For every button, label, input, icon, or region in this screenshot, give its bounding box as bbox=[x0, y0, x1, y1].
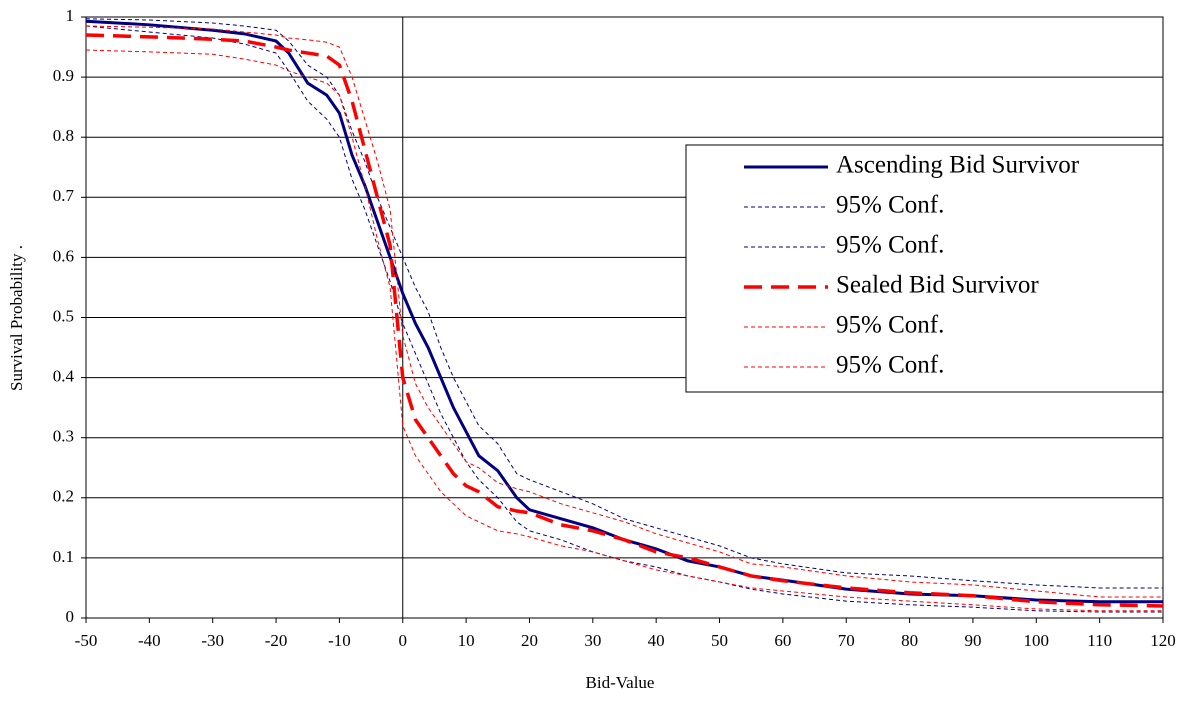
y-tick-label: 0.1 bbox=[53, 547, 74, 566]
legend-label: 95% Conf. bbox=[836, 232, 944, 259]
x-tick-label: -50 bbox=[75, 631, 98, 650]
y-tick-label: 0 bbox=[66, 607, 75, 626]
y-tick-label: 0.5 bbox=[53, 306, 74, 325]
y-tick-label: 1 bbox=[66, 6, 75, 25]
x-tick-label: 20 bbox=[521, 631, 538, 650]
x-tick-label: 120 bbox=[1150, 631, 1176, 650]
x-tick-label: 40 bbox=[648, 631, 665, 650]
y-tick-label: 0.9 bbox=[53, 66, 74, 85]
x-axis-title: Bid-Value bbox=[586, 673, 655, 692]
legend-box bbox=[685, 144, 1164, 393]
x-tick-label: 10 bbox=[458, 631, 475, 650]
x-tick-label: -30 bbox=[201, 631, 224, 650]
legend-label: Ascending Bid Survivor bbox=[836, 152, 1080, 179]
x-tick-label: -20 bbox=[265, 631, 288, 650]
x-tick-label: 100 bbox=[1024, 631, 1050, 650]
x-tick-label: 90 bbox=[964, 631, 981, 650]
legend-label: 95% Conf. bbox=[836, 312, 944, 339]
legend-label: 95% Conf. bbox=[836, 192, 944, 219]
y-tick-label: 0.2 bbox=[53, 487, 74, 506]
series-line bbox=[85, 49, 1163, 612]
y-tick-label: 0.3 bbox=[53, 427, 74, 446]
x-tick-label: -40 bbox=[138, 631, 161, 650]
y-tick-label: 0.7 bbox=[53, 186, 75, 205]
y-axis-title: Survival Probability . bbox=[7, 245, 26, 391]
series-line bbox=[85, 33, 1164, 608]
x-tick-label: 80 bbox=[901, 631, 918, 650]
x-tick-label: 60 bbox=[774, 631, 791, 650]
x-tick-label: 30 bbox=[584, 631, 601, 650]
legend-label: 95% Conf. bbox=[836, 352, 944, 379]
x-tick-label: 0 bbox=[399, 631, 408, 650]
x-tick-label: 70 bbox=[838, 631, 855, 650]
x-tick-label: 110 bbox=[1087, 631, 1112, 650]
x-tick-label: 50 bbox=[711, 631, 728, 650]
legend-label: Sealed Bid Survivor bbox=[836, 272, 1039, 299]
y-tick-label: 0.4 bbox=[53, 367, 75, 386]
x-tick-label: -10 bbox=[328, 631, 351, 650]
series-line bbox=[85, 25, 1163, 598]
y-tick-label: 0.6 bbox=[53, 246, 74, 265]
y-tick-label: 0.8 bbox=[53, 126, 74, 145]
